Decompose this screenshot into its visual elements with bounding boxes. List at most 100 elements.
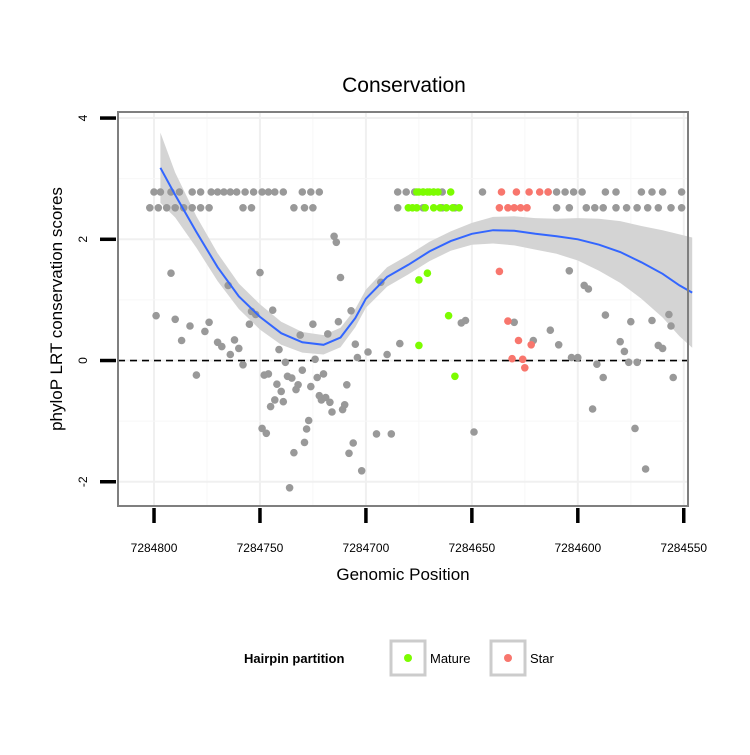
data-point-mature: [421, 204, 430, 212]
data-point-other: [213, 188, 222, 196]
data-point-other: [235, 344, 243, 353]
data-point-other: [258, 188, 266, 196]
data-point-other: [637, 188, 646, 196]
data-point-other: [328, 408, 336, 416]
x-tick-label: 7284750: [237, 541, 284, 555]
data-point-other: [247, 204, 256, 212]
data-point-other: [304, 416, 313, 425]
data-point-other: [226, 188, 235, 196]
data-point-mature: [429, 204, 438, 212]
data-point-mature: [444, 311, 453, 320]
data-point-other: [620, 347, 629, 356]
data-point-other: [296, 331, 305, 339]
data-point-other: [552, 188, 561, 196]
data-point-other: [591, 204, 599, 212]
data-point-other: [290, 204, 298, 212]
data-point-other: [336, 273, 345, 282]
data-point-other: [561, 188, 569, 196]
x-tick-label: 7284800: [131, 541, 178, 555]
data-point-other: [175, 188, 184, 196]
data-point-other: [277, 387, 286, 396]
data-point-other: [294, 381, 302, 389]
data-point-other: [309, 204, 317, 212]
data-point-other: [230, 336, 239, 344]
data-point-mature: [423, 269, 432, 278]
data-point-other: [271, 188, 279, 196]
x-axis: 7284800 7284750 7284700 7284650 7284600 72845…: [131, 508, 707, 555]
data-point-other: [300, 438, 309, 447]
data-point-star: [512, 188, 521, 196]
data-point-star: [504, 317, 512, 325]
data-point-other: [601, 311, 610, 319]
data-point-other: [599, 204, 607, 212]
data-point-other: [633, 358, 641, 367]
data-point-other: [188, 204, 196, 212]
confidence-band-area: [160, 132, 693, 355]
data-point-other: [588, 405, 597, 413]
data-point-other: [300, 204, 309, 212]
data-point-star: [525, 188, 533, 196]
data-point-other: [372, 430, 381, 438]
data-point-other: [643, 204, 652, 212]
data-point-other: [177, 336, 186, 345]
data-point-other: [150, 188, 158, 196]
data-point-other: [340, 401, 349, 409]
data-point-mature: [442, 204, 451, 212]
data-point-other: [279, 397, 288, 406]
data-point-other: [196, 188, 205, 196]
data-point-other: [162, 204, 171, 212]
plot-border: [117, 111, 689, 507]
legend-title: Hairpin partition: [244, 651, 344, 666]
data-point-other: [554, 341, 563, 349]
data-point-other: [654, 204, 663, 212]
legend-label-mature: Mature: [430, 651, 470, 666]
data-point-other: [249, 188, 258, 196]
data-point-other: [154, 204, 163, 212]
data-point-other: [298, 188, 307, 196]
x-tick-label: 7284700: [343, 541, 390, 555]
data-point-other: [302, 425, 311, 433]
confidence-band: [160, 132, 693, 355]
data-point-other: [667, 204, 675, 212]
data-point-other: [616, 337, 624, 346]
data-point-other: [622, 204, 631, 212]
data-point-other: [345, 449, 353, 458]
data-point-other: [226, 350, 235, 359]
data-point-mature: [451, 372, 459, 381]
data-point-other: [624, 358, 633, 367]
data-point-star: [544, 188, 552, 196]
data-point-other: [298, 366, 307, 375]
data-point-other: [658, 344, 667, 353]
data-point-star: [535, 188, 544, 196]
data-point-other: [578, 188, 586, 196]
data-point-other: [201, 327, 209, 336]
data-point-other: [565, 267, 574, 275]
data-point-mature: [415, 341, 423, 350]
data-point-other: [171, 315, 179, 324]
data-point-other: [262, 429, 271, 438]
data-point-other: [667, 322, 675, 330]
x-tick-label: 7284600: [554, 541, 601, 555]
data-point-other: [239, 204, 247, 212]
data-point-other: [207, 188, 215, 196]
data-point-other: [271, 396, 279, 404]
data-point-other: [631, 424, 639, 433]
data-point-star: [504, 204, 512, 212]
smooth-line: [159, 167, 693, 346]
data-point-other: [393, 204, 402, 212]
data-point-other: [567, 353, 576, 362]
data-point-other: [251, 310, 260, 319]
data-point-other: [565, 204, 574, 212]
data-point-other: [641, 465, 650, 473]
smooth-line-path: [159, 167, 693, 346]
x-tick-label: 7284650: [449, 541, 496, 555]
data-point-other: [330, 232, 338, 241]
data-point-other: [264, 188, 273, 196]
data-point-other: [285, 484, 294, 492]
data-point-other: [264, 370, 273, 378]
data-point-star: [508, 354, 516, 363]
data-point-star: [516, 204, 525, 212]
y-tick-label: 4: [76, 114, 90, 121]
data-point-other: [205, 204, 213, 212]
